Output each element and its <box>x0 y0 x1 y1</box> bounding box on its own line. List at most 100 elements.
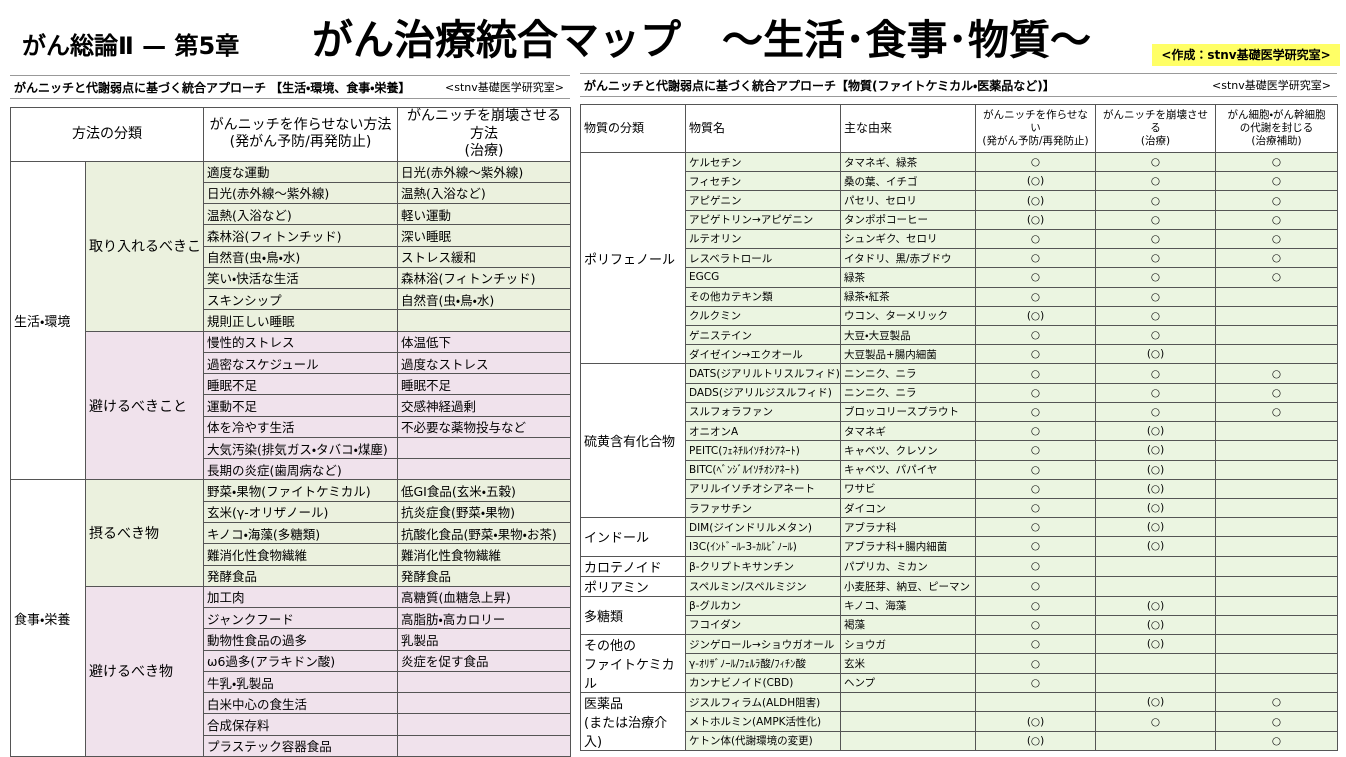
substance-cell: キャベツ、パパイヤ <box>840 459 976 480</box>
table-row: 大気汚染(排気ガス・タバコ・煤塵) <box>11 436 571 460</box>
table-row: その他カテキン類 緑茶・紅茶 ○ ○ <box>581 286 1338 307</box>
effect-cell: ○ <box>975 401 1096 423</box>
page-title: がん治療統合マップ ～生活･食事･物質～ <box>312 16 1091 64</box>
substance-cell: スルフォラファン <box>685 401 841 423</box>
substance-cell: ラファサチン <box>685 497 841 519</box>
effect-cell <box>1215 324 1338 346</box>
effect-cell: ○ <box>1095 305 1216 326</box>
effect-cell: ○ <box>975 459 1096 480</box>
table-row: 森林浴(フィトンチッド) 深い睡眠 <box>11 224 571 247</box>
table-row: 発酵食品 発酵食品 <box>11 564 571 587</box>
substance-cell: β-クリプトキサンチン <box>685 555 841 577</box>
table-row: 医薬品 (または治療介入) ジスルフィラム(ALDH阻害) (○) ○ <box>580 692 1338 752</box>
effect-cell: ○ <box>1215 692 1338 713</box>
substance-cell: その他カテキン類 <box>685 286 841 307</box>
effect-cell: ○ <box>1215 730 1338 752</box>
table-row: 多糖類 β-グルカン キノコ、海藻 ○ (○) <box>580 595 1338 636</box>
method-cell <box>397 458 571 481</box>
method-cell: 合成保存料 <box>203 713 398 736</box>
effect-cell: (○) <box>975 305 1096 326</box>
substance-cell: レスベラトロール <box>685 248 841 269</box>
table-row: γ-ｵﾘｻﾞﾉｰﾙ/ﾌｪﾙﾗ酸/ﾌｨﾁﾝ酸 玄米 ○ <box>581 653 1338 674</box>
table-row: インドール DIM(ジインドリルメタン) アブラナ科 ○ (○) <box>580 517 1338 557</box>
effect-cell <box>975 692 1096 713</box>
column-header: がんニッチを崩壊させる (治療) <box>1095 104 1216 153</box>
effect-cell: ○ <box>975 634 1096 655</box>
effect-cell: ○ <box>1095 401 1216 423</box>
effect-cell: (○) <box>1095 497 1216 519</box>
effect-cell: ○ <box>975 324 1096 346</box>
substance-cell: アブラナ科+腸内細菌 <box>840 536 976 557</box>
effect-cell: ○ <box>975 555 1096 577</box>
method-cell: 乳製品 <box>397 628 571 651</box>
method-cell: 炎症を促す食品 <box>397 649 571 672</box>
header-row: 物質の分類 物質名 主な由来 がんニッチを作らせない (発がん予防/再発防止) … <box>580 104 1338 153</box>
table-row: フィセチン 桑の葉、イチゴ (○) ○ ○ <box>581 171 1338 192</box>
group-cell: 硫黄含有化合物 <box>580 363 686 519</box>
method-cell: 日光(赤外線～紫外線) <box>397 160 571 183</box>
substance-cell: ルテオリン <box>685 228 841 250</box>
table-body: ポリフェノール ケルセチン タマネギ、緑茶 ○ ○ ○ フィセチン 桑の葉、イチゴ (○) ○ ○ ア… <box>580 151 1338 752</box>
column-header: 物質名 <box>685 104 841 153</box>
method-cell: 睡眠不足 <box>397 373 571 396</box>
effect-cell: ○ <box>1215 248 1338 269</box>
table-row: 温熱(入浴など) 軽い運動 <box>11 203 571 226</box>
method-cell: 牛乳・乳製品 <box>203 670 398 694</box>
method-cell: 適度な運動 <box>203 160 398 183</box>
substance-cell: 大豆・大豆製品 <box>840 324 976 346</box>
method-cell: 不必要な薬物投与など <box>397 415 571 438</box>
table-head: 物質の分類 物質名 主な由来 がんニッチを作らせない (発がん予防/再発防止) … <box>580 104 1338 153</box>
method-cell <box>397 713 571 736</box>
substance-cell: スペルミン/スペルミジン <box>685 575 841 597</box>
substance-cell <box>840 730 976 752</box>
method-cell: 自然音(虫・鳥・水) <box>203 245 398 268</box>
effect-cell: ○ <box>1095 151 1216 173</box>
table-row: その他の ファイトケミカル ジンゲロール→ショウガオール ショウガ ○ (○) <box>580 634 1338 694</box>
effect-cell: ○ <box>975 363 1096 384</box>
table-row: カロテノイド β-クリプトキサンチン パプリカ、ミカン ○ <box>580 555 1338 577</box>
column-header: がん細胞・がん幹細胞 の代謝を封じる (治療補助) <box>1215 104 1338 153</box>
substance-cell: ワサビ <box>840 478 976 499</box>
panel-title-text: がんニッチと代謝弱点に基づく統合アプローチ 【生活・環境、食事・栄養】 <box>14 81 411 95</box>
substance-cell: メトホルミン(AMPK活性化) <box>685 711 841 732</box>
substance-cell: オニオンA <box>685 421 841 442</box>
effect-cell: ○ <box>975 267 1096 288</box>
panel-credit: <stnv基礎医学研究室> <box>1212 79 1331 92</box>
method-cell: ジャンクフード <box>203 607 398 630</box>
effect-cell <box>1095 653 1216 674</box>
substance-cell: ケトン体(代謝環境の変更) <box>685 730 841 752</box>
effect-cell <box>1215 421 1338 442</box>
substance-table: 物質の分類 物質名 主な由来 がんニッチを作らせない (発がん予防/再発防止) … <box>580 104 1338 752</box>
substance-cell: 緑茶 <box>840 267 976 288</box>
substance-cell: 褐藻 <box>840 614 976 636</box>
effect-cell: ○ <box>975 286 1096 307</box>
effect-cell: ○ <box>975 536 1096 557</box>
substance-cell: フィセチン <box>685 171 841 192</box>
effect-cell: ○ <box>1215 190 1338 211</box>
method-cell: 高脂肪・高カロリー <box>397 607 571 630</box>
table-row: フコイダン 褐藻 ○ (○) <box>581 614 1338 636</box>
method-cell: 野菜・果物(ファイトケミカル) <box>203 479 398 502</box>
method-cell: 温熱(入浴など) <box>203 203 398 226</box>
effect-cell: ○ <box>975 653 1096 674</box>
effect-cell: (○) <box>1095 440 1216 461</box>
effect-cell: (○) <box>1095 344 1216 365</box>
column-header: がんニッチを作らせない方法 (発がん予防/再発防止) <box>203 107 398 162</box>
table-row: 日光(赤外線～紫外線) 温熱(入浴など) <box>11 181 571 205</box>
effect-cell: (○) <box>975 171 1096 192</box>
method-cell: 森林浴(フィトンチッド) <box>397 266 571 290</box>
substance-cell: ショウガ <box>840 634 976 655</box>
effect-cell: (○) <box>975 730 1096 752</box>
effect-cell: ○ <box>1095 190 1216 211</box>
column-header: 主な由来 <box>840 104 976 153</box>
panel-credit: <stnv基礎医学研究室> <box>445 81 564 94</box>
effect-cell <box>1215 595 1338 616</box>
table-row: 過密なスケジュール 過度なストレス <box>11 351 571 375</box>
method-cell: 温熱(入浴など) <box>397 181 571 205</box>
substance-cell: γ-ｵﾘｻﾞﾉｰﾙ/ﾌｪﾙﾗ酸/ﾌｨﾁﾝ酸 <box>685 653 841 674</box>
substance-cell: PEITC(ﾌｪﾈﾁﾙｲｿﾁｵｼｱﾈｰﾄ) <box>685 440 841 461</box>
substance-cell: ダイゼイン→エクオール <box>685 344 841 365</box>
table-row: ジャンクフード 高脂肪・高カロリー <box>11 607 571 630</box>
effect-cell: ○ <box>1215 228 1338 250</box>
table-row: ポリフェノール ケルセチン タマネギ、緑茶 ○ ○ ○ <box>580 151 1338 365</box>
